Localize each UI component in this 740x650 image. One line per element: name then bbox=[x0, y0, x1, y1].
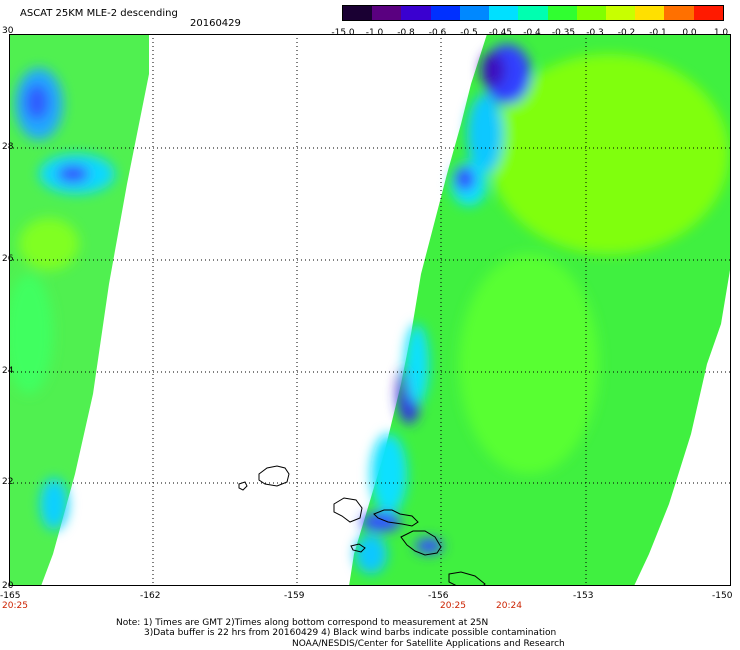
hawaiian-islands bbox=[238, 465, 486, 586]
footer-note-1: Note: 1) Times are GMT 2)Times along bot… bbox=[116, 618, 489, 628]
colorbar-segment bbox=[343, 6, 373, 20]
image-date: 20160429 bbox=[190, 18, 241, 29]
lat-label-20: 20 bbox=[2, 581, 14, 591]
footer-note-2: 3)Data buffer is 22 hrs from 20160429 4)… bbox=[144, 628, 557, 638]
colorbar-segment bbox=[576, 6, 606, 20]
image-title: ASCAT 25KM MLE-2 descending bbox=[20, 8, 178, 19]
colorbar-segment bbox=[635, 6, 665, 20]
colorbar-label: -0.4 bbox=[523, 28, 541, 38]
lat-label-26: 26 bbox=[2, 254, 14, 264]
colorbar-segment bbox=[401, 6, 431, 20]
time-label-left: 20:25 bbox=[2, 601, 28, 611]
lat-label-24: 24 bbox=[2, 366, 14, 376]
colorbar-segment bbox=[518, 6, 548, 20]
time-label-right: 20:24 bbox=[496, 601, 522, 611]
colorbar-segment bbox=[547, 6, 577, 20]
map-frame bbox=[9, 34, 731, 586]
lat-label-22: 22 bbox=[2, 477, 14, 487]
colorbar-segment bbox=[605, 6, 636, 20]
colorbar-segment bbox=[489, 6, 519, 20]
grid-lines bbox=[9, 34, 731, 586]
colorbar-label: -0.3 bbox=[586, 28, 604, 38]
colorbar-label: -0.2 bbox=[617, 28, 636, 38]
lon-label-162: -162 bbox=[140, 591, 161, 601]
colorbar-label: -0.45 bbox=[488, 28, 513, 38]
footer-credit: NOAA/NESDIS/Center for Satellite Applica… bbox=[292, 639, 565, 649]
lon-label-159: -159 bbox=[284, 591, 305, 601]
lat-label-28: 28 bbox=[2, 142, 14, 152]
colorbar-segment bbox=[372, 6, 402, 20]
time-label-mid: 20:25 bbox=[440, 601, 466, 611]
left-swath bbox=[9, 34, 149, 586]
lat-label-30: 30 bbox=[2, 26, 14, 36]
colorbar bbox=[342, 5, 724, 21]
colorbar-label: -0.1 bbox=[649, 28, 667, 38]
colorbar-label: -0.8 bbox=[397, 28, 415, 38]
colorbar-segment bbox=[664, 6, 694, 20]
colorbar-label: -0.35 bbox=[551, 28, 576, 38]
colorbar-label: -1.0 bbox=[365, 28, 384, 38]
lon-label-165: -165 bbox=[0, 591, 21, 601]
colorbar-label: 0.0 bbox=[682, 28, 697, 38]
colorbar-label: -0.6 bbox=[428, 28, 447, 38]
colorbar-segment bbox=[430, 6, 460, 20]
right-swath bbox=[349, 34, 731, 586]
colorbar-segment bbox=[459, 6, 490, 20]
lon-label-150: -150 bbox=[712, 591, 733, 601]
colorbar-label: 1.0 bbox=[713, 28, 729, 38]
colorbar-segment bbox=[693, 6, 723, 20]
colorbar-label: -0.5 bbox=[460, 28, 478, 38]
lon-label-156: -156 bbox=[428, 591, 449, 601]
map-plot bbox=[9, 34, 731, 586]
lon-label-153: -153 bbox=[573, 591, 594, 601]
colorbar-label: -15.0 bbox=[331, 28, 355, 38]
